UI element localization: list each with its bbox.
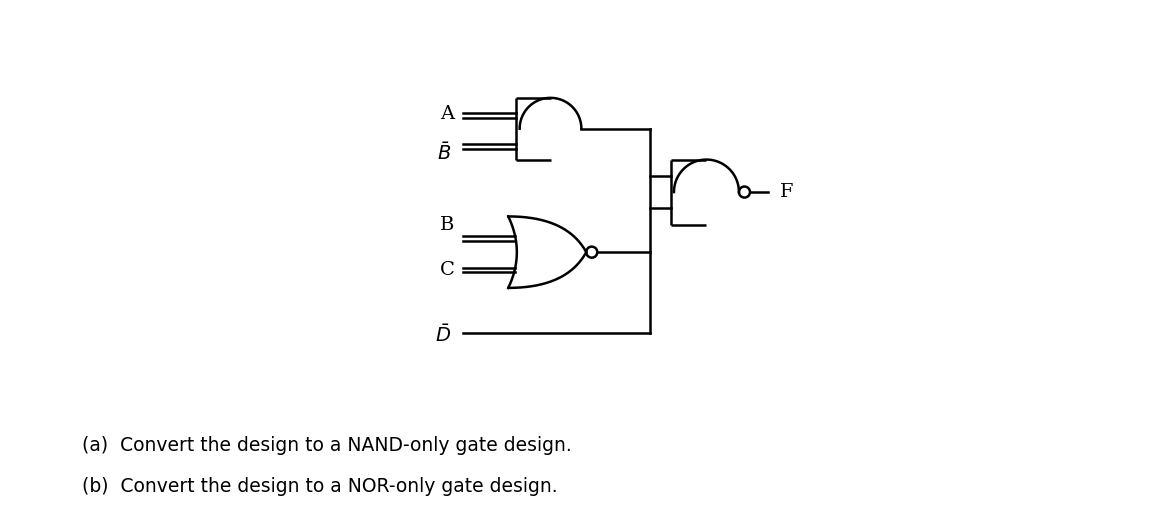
Text: $\bar{D}$: $\bar{D}$ [435,324,451,346]
Text: A: A [441,105,455,123]
Text: $\bar{B}$: $\bar{B}$ [437,142,451,164]
Text: B: B [441,216,455,233]
Text: F: F [780,183,793,201]
Text: (a)  Convert the design to a NAND-only gate design.: (a) Convert the design to a NAND-only ga… [82,436,571,455]
Text: C: C [440,261,455,279]
Text: (b)  Convert the design to a NOR-only gate design.: (b) Convert the design to a NOR-only gat… [82,477,557,496]
